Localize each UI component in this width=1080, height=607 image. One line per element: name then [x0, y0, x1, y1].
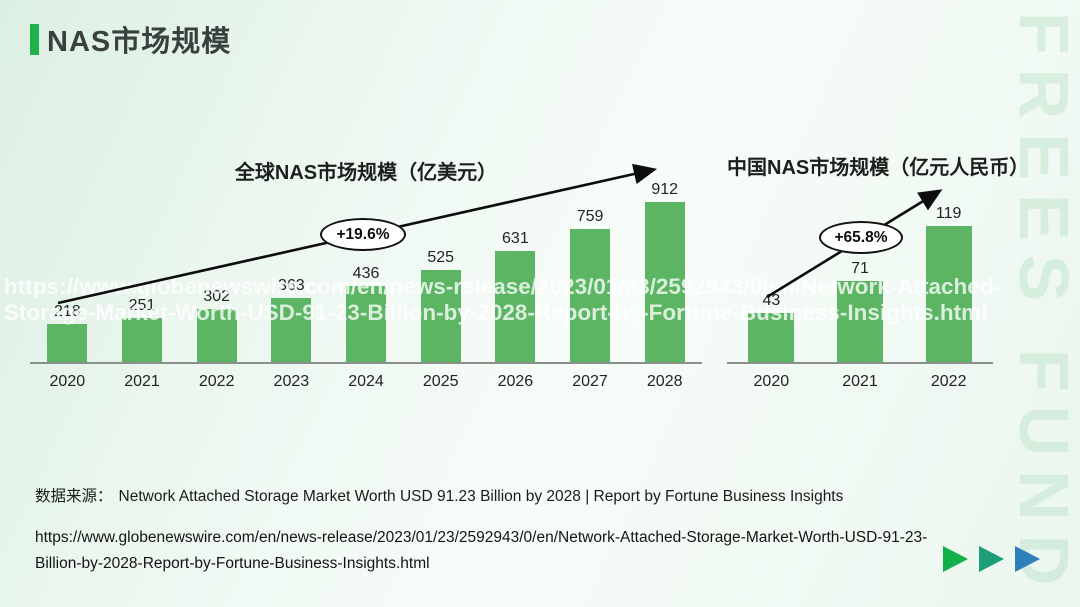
bar-value-label: 631 [502, 230, 529, 247]
nav-arrows [943, 546, 1040, 572]
page-title: NAS市场规模 [47, 26, 232, 58]
x-axis-tick-label: 2020 [49, 373, 86, 390]
chart-global-nas: 全球NAS市场规模（亿美元） 218 251 302 363 436 525 631 759 9… [30, 156, 702, 390]
bar-value-label: 912 [651, 181, 679, 198]
nav-triangle-icon [943, 546, 968, 572]
x-axis-tick-label: 2023 [273, 373, 310, 390]
source-url: https://www.globenewswire.com/en/news-re… [35, 529, 928, 572]
x-axis-tick-label: 2021 [124, 373, 160, 390]
bar [47, 324, 88, 362]
brand-watermark: FREES FUND [1005, 12, 1080, 600]
chart-china-nas: 中国NAS市场规模（亿元人民币） 43 71 119 2020 2021 2022 [727, 151, 1030, 390]
bar [271, 298, 312, 362]
title-accent-bar [30, 23, 39, 55]
x-axis-tick-label: 2022 [930, 373, 967, 390]
nav-triangle-icon [979, 546, 1004, 572]
bar [196, 309, 237, 362]
bars-area-china: 43 71 119 [727, 178, 993, 364]
growth-badge-global: +19.6% [320, 218, 406, 251]
bar-value-label: 525 [427, 249, 455, 266]
x-axis-global: 2020 2021 2022 2023 2024 2025 2026 2027 2028 [30, 368, 702, 390]
growth-badge-china: +65.8% [819, 221, 903, 254]
data-source-prefix: 数据来源： [35, 488, 113, 505]
data-source-text: Network Attached Storage Market Worth US… [118, 488, 844, 505]
bar [122, 318, 162, 362]
x-axis-tick-label: 2021 [842, 373, 878, 390]
x-axis-tick-label: 2026 [497, 373, 534, 390]
chart-title-china: 中国NAS市场规模（亿元人民币） [727, 157, 1030, 179]
data-source-line: 数据来源： Network Attached Storage Market Wor… [35, 484, 843, 506]
x-axis-tick-label: 2027 [572, 373, 608, 390]
x-axis-tick-label: 2024 [348, 373, 384, 390]
bars-area-global: 218 251 302 363 436 525 631 759 912 [30, 178, 702, 364]
bar-value-label: 759 [576, 208, 604, 225]
nav-triangle-icon [1015, 546, 1040, 572]
x-axis-tick-label: 2020 [753, 373, 790, 390]
bar [748, 313, 795, 362]
bar-value-label: 119 [935, 205, 962, 222]
url-watermark: https://www.globenewswire.com/en/news-re… [4, 274, 1002, 325]
bar-group: 218 [30, 303, 105, 362]
x-axis-tick-label: 2022 [198, 373, 235, 390]
x-axis-china: 2020 2021 2022 [727, 368, 993, 390]
x-axis-tick-label: 2025 [422, 373, 459, 390]
bar-group: 912 [627, 181, 702, 362]
x-axis-tick-label: 2028 [646, 373, 683, 390]
header: NAS市场规模 [30, 18, 231, 60]
bar-value-label: 218 [53, 303, 81, 320]
